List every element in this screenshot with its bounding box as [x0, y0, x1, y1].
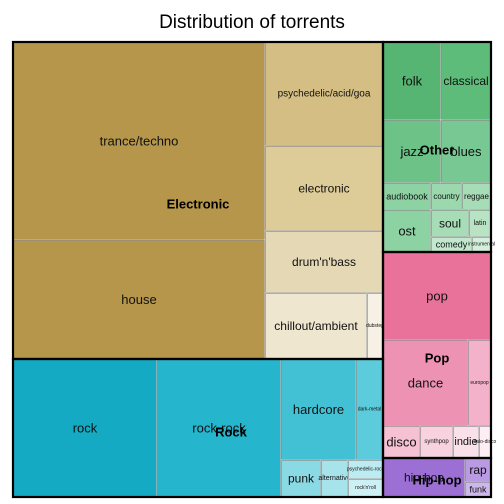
chart-title: Distribution of torrents [159, 12, 345, 33]
tile-label-instrumental: instrumental [468, 242, 495, 248]
tile-alternative [320, 459, 349, 498]
tile-label-audiobook: audiobook [386, 192, 428, 202]
tile-electronic [264, 145, 384, 232]
tile-ost [382, 209, 432, 253]
tile-dance [382, 339, 469, 427]
tile-hip-hop [382, 457, 466, 498]
tile-label-reggae: reggae [464, 192, 489, 201]
tile-audiobook [382, 182, 432, 211]
tile-label-rock-n-roll: rock'n'roll [355, 485, 376, 491]
tile-label-rock-rock: rock-rock [192, 421, 246, 436]
tile-country [430, 182, 463, 211]
tile-label-europop: europop [470, 380, 489, 386]
tile-label-jazz: jazz [399, 144, 423, 159]
tile-label-dark-metal: dark-metal [358, 407, 382, 413]
tile-rock [12, 358, 158, 498]
group-rock: rock rock-rock hardcore dark-metal punk alter… [12, 358, 385, 498]
tile-psychedelic-acid-goa [264, 41, 384, 147]
tile-label-drum-n-bass: drum'n'bass [292, 255, 356, 269]
group-border-hip-hop [381, 456, 493, 499]
tile-label-italo-disco: italo-disco [474, 439, 497, 445]
group-label-electronic: Electronic [167, 197, 230, 212]
tile-label-soul: soul [439, 217, 461, 231]
tile-label-hip-hop: hip-hop [404, 471, 444, 485]
group-other: folk classical jazz blues audiobook country re… [382, 41, 495, 253]
group-electronic: trance/techno house psychedelic/acid/goa el… [12, 41, 384, 360]
tile-outline-soul [431, 210, 469, 237]
tile-label-hardcore: hardcore [293, 402, 344, 417]
tile-disco [382, 425, 421, 459]
tile-label-folk: folk [402, 74, 423, 89]
tile-label-country: country [433, 192, 459, 201]
tile-label-rap: rap [469, 463, 487, 477]
tile-classical [440, 41, 492, 121]
tile-rap [464, 457, 492, 483]
tile-rock-rock [156, 358, 282, 498]
tile-label-dance: dance [408, 376, 443, 391]
group-label-rock: Rock [215, 425, 248, 440]
tile-label-chillout-ambient: chillout/ambient [274, 319, 358, 333]
tile-reggae [461, 182, 492, 211]
tile-label-blues: blues [450, 144, 482, 159]
tile-jazz [382, 119, 442, 184]
tile-label-electronic: electronic [298, 182, 349, 196]
tile-label-latin: latin [474, 220, 487, 227]
tile-chillout-ambient [264, 292, 368, 360]
tile-dark-metal [355, 358, 384, 461]
tile-label-indie: indie [454, 436, 477, 448]
tile-label-dubstep: dubstep [366, 323, 384, 329]
tile-label-synthpop: synthpop [424, 439, 449, 445]
tile-label-pop: pop [426, 289, 448, 304]
tile-outline-country [431, 183, 462, 210]
tile-label-alternative: alternative [318, 475, 350, 482]
group-label-hip-hop: Hip-hop [412, 473, 461, 488]
tile-label-psychedelic-rock: psychedelic-rock [347, 467, 385, 473]
group-pop: pop dance europop disco synthpop indieitalo-d… [382, 251, 497, 459]
tile-label-psychedelic-acid-goa: psychedelic/acid/goa [278, 89, 371, 100]
tile-label-ost: ost [398, 224, 416, 239]
tile-label-comedy: comedy [436, 240, 468, 250]
tile-hardcore [280, 358, 357, 461]
tile-folk [382, 41, 442, 121]
group-hip-hop: hip-hop rap funk [382, 457, 492, 498]
tile-label-trance-techno: trance/techno [100, 134, 179, 149]
tile-label-rock: rock [73, 421, 98, 436]
tile-label-house: house [121, 292, 156, 307]
tile-pop [382, 251, 492, 341]
tile-label-classical: classical [443, 74, 488, 88]
tile-soul [430, 209, 470, 238]
tile-label-disco: disco [386, 435, 416, 450]
group-label-pop: Pop [425, 351, 450, 366]
tile-drum-n-bass [264, 230, 384, 294]
group-label-other: Other [420, 143, 455, 158]
tile-label-punk: punk [288, 472, 315, 486]
tile-label-funk: funk [469, 485, 487, 495]
